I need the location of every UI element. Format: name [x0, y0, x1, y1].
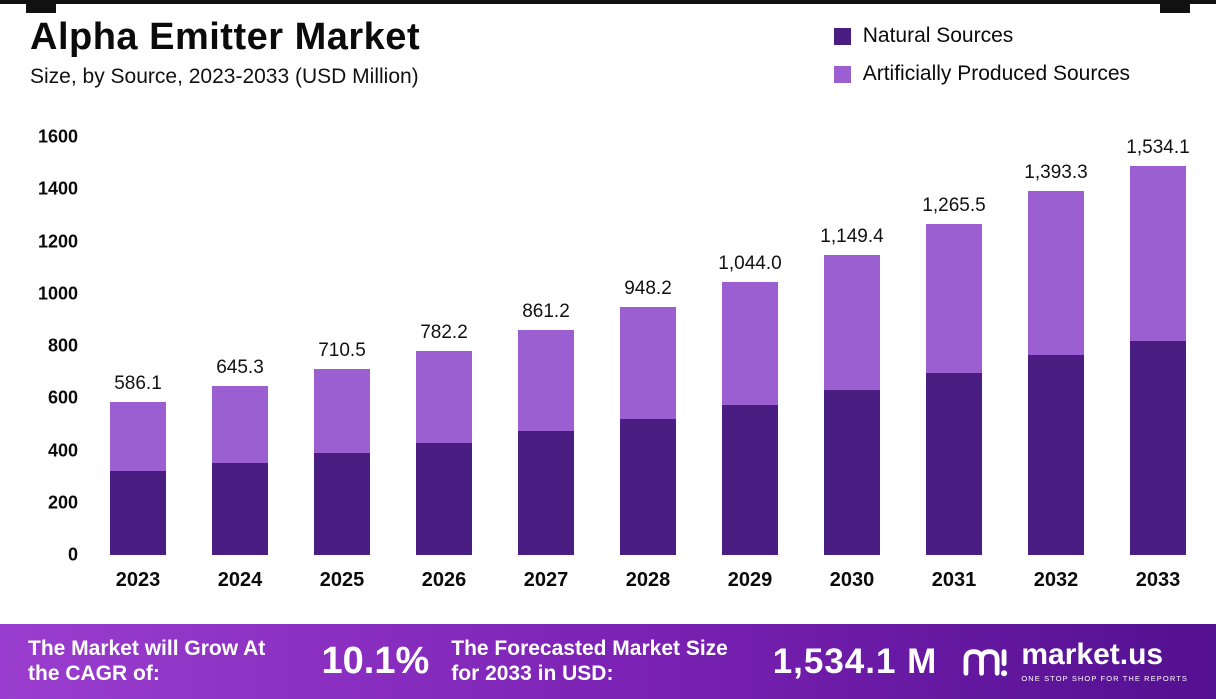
- bar-segment-artificial-sources: [1028, 191, 1084, 355]
- y-axis-tick-label: 600: [47, 387, 78, 408]
- bar-segment-artificial-sources: [110, 401, 166, 472]
- footer-banner: The Market will Grow At the CAGR of: 10.…: [0, 624, 1216, 699]
- x-axis-label: 2023: [115, 569, 161, 591]
- y-axis-tick-label: 400: [47, 440, 78, 460]
- top-left-corner-mark: [26, 0, 56, 13]
- logo-text-block: market.us ONE STOP SHOP FOR THE REPORTS: [1021, 638, 1188, 684]
- x-axis-label: 2033: [1135, 569, 1181, 591]
- logo-tagline: ONE STOP SHOP FOR THE REPORTS: [1021, 674, 1188, 683]
- y-axis-tick-label: 0: [67, 544, 78, 565]
- bar-column-2027: 861.2 2027: [518, 137, 574, 591]
- bar-column-2031: 1,265.5 2031: [922, 137, 985, 591]
- bar-segment-artificial-sources: [518, 330, 574, 432]
- bar-column-2032: 1,393.3 2032: [1024, 137, 1087, 591]
- bar-segment-artificial-sources: [1130, 166, 1186, 341]
- logo-text: market.us: [1021, 638, 1164, 671]
- bar-total-label: 948.2: [624, 278, 672, 300]
- y-axis-tick-label: 1600: [37, 126, 78, 147]
- bar-segment-natural-sources: [1028, 354, 1084, 555]
- legend-label-artificial-sources: Artificially Produced Sources: [862, 62, 1130, 85]
- bar-total-label: 586.1: [114, 372, 162, 394]
- legend-item-artificial-sources: Artificially Produced Sources: [833, 62, 1130, 86]
- bar-column-2025: 710.5 2025: [314, 137, 370, 591]
- bar-total-label: 1,534.1: [1126, 137, 1190, 158]
- bar-segment-natural-sources: [722, 405, 778, 555]
- bar-segment-artificial-sources: [314, 369, 370, 454]
- bar-segment-natural-sources: [110, 471, 166, 555]
- bar-segment-natural-sources: [926, 373, 982, 555]
- bar-segment-natural-sources: [212, 463, 268, 555]
- bar-segment-natural-sources: [620, 418, 676, 555]
- legend: Natural Sources Artificially Produced So…: [833, 24, 1130, 86]
- bar-total-label: 710.5: [318, 340, 366, 362]
- x-axis-label: 2032: [1033, 569, 1079, 591]
- bar-segment-artificial-sources: [620, 307, 676, 419]
- x-axis-label: 2028: [625, 569, 671, 591]
- bar-segment-artificial-sources: [824, 254, 880, 391]
- bar-column-2023: 586.1 2023: [110, 137, 166, 591]
- bar-column-2028: 948.2 2028: [620, 137, 676, 591]
- bar-segment-natural-sources: [1130, 340, 1186, 555]
- bar-column-2030: 1,149.4 2030: [820, 137, 883, 591]
- bar-total-label: 782.2: [420, 321, 468, 343]
- top-border: [0, 0, 1216, 4]
- bar-column-2033: 1,534.1 2033: [1126, 137, 1189, 591]
- bar-column-2029: 1,044.0 2029: [718, 137, 781, 591]
- bar-segment-artificial-sources: [926, 224, 982, 374]
- x-axis-label: 2029: [727, 569, 773, 591]
- legend-label-natural-sources: Natural Sources: [862, 24, 1014, 47]
- bar-segment-natural-sources: [824, 390, 880, 555]
- y-axis-tick-label: 1000: [37, 283, 78, 304]
- legend-swatch-natural-sources: [833, 27, 851, 45]
- legend-item-natural-sources: Natural Sources: [833, 24, 1130, 48]
- bar-segment-artificial-sources: [212, 386, 268, 464]
- title-block: Alpha Emitter Market Size, by Source, 20…: [30, 16, 420, 89]
- page-title: Alpha Emitter Market: [30, 16, 421, 58]
- bar-segment-artificial-sources: [416, 350, 472, 443]
- bar-total-label: 861.2: [522, 301, 570, 323]
- forecast-label: The Forecasted Market Size for 2033 in U…: [451, 636, 728, 685]
- x-axis-label: 2031: [931, 569, 977, 591]
- bar-column-2024: 645.3 2024: [212, 137, 268, 591]
- bar-total-label: 1,044.0: [718, 253, 782, 275]
- bar-total-label: 1,149.4: [820, 225, 884, 247]
- y-axis-tick-label: 1400: [37, 178, 78, 199]
- y-axis-tick-label: 800: [47, 335, 78, 356]
- forecast-value: 1,534.1 M: [772, 641, 938, 681]
- bar-total-label: 645.3: [216, 357, 264, 379]
- bar-segment-artificial-sources: [722, 282, 778, 406]
- page-subtitle: Size, by Source, 2023-2033 (USD Million): [30, 65, 419, 88]
- bars-container: 586.1 2023 645.3 2024 710.5 2025 782.2 2026 861.…: [100, 137, 1196, 591]
- x-axis-label: 2024: [217, 569, 263, 591]
- bar-column-2026: 782.2 2026: [416, 137, 472, 591]
- bar-segment-natural-sources: [416, 442, 472, 555]
- bar-total-label: 1,265.5: [922, 195, 986, 217]
- legend-swatch-artificial-sources: [833, 65, 851, 83]
- market-us-logo-icon: [963, 648, 1008, 676]
- x-axis-label: 2030: [829, 569, 875, 591]
- cagr-label: The Market will Grow At the CAGR of:: [28, 636, 266, 685]
- chart-header: Alpha Emitter Market Size, by Source, 20…: [0, 0, 1216, 89]
- x-axis-label: 2025: [319, 569, 365, 591]
- cagr-value: 10.1%: [321, 640, 430, 682]
- bar-total-label: 1,393.3: [1024, 162, 1088, 184]
- x-axis-label: 2027: [523, 569, 569, 591]
- market-us-logo: market.us ONE STOP SHOP FOR THE REPORTS: [959, 640, 1188, 683]
- plot-area: 586.1 2023 645.3 2024 710.5 2025 782.2 2026 861.…: [38, 127, 1196, 592]
- y-axis-tick-label: 1200: [37, 231, 78, 251]
- x-axis-label: 2026: [421, 569, 467, 591]
- top-right-corner-mark: [1160, 0, 1190, 13]
- bar-segment-natural-sources: [314, 453, 370, 555]
- stacked-bar-chart: 586.1 2023 645.3 2024 710.5 2025 782.2 2026 861.…: [0, 127, 1216, 592]
- bar-segment-natural-sources: [518, 431, 574, 555]
- y-axis-tick-label: 200: [47, 492, 78, 513]
